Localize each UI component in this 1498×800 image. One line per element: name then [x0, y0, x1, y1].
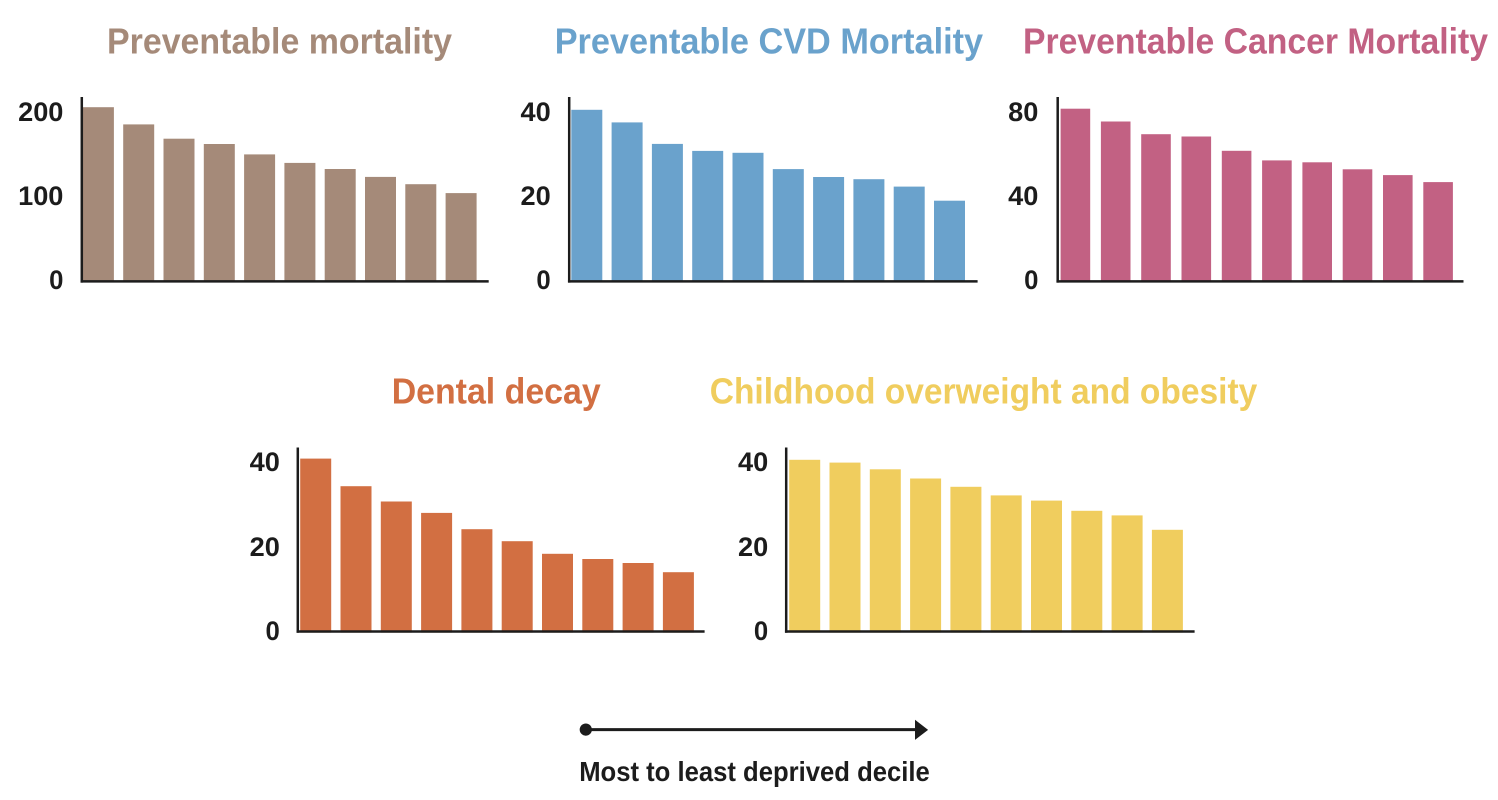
svg-text:40: 40 — [521, 97, 551, 127]
svg-text:0: 0 — [49, 265, 63, 295]
svg-text:Most to least deprived decile: Most to least deprived decile — [579, 756, 930, 787]
svg-text:20: 20 — [738, 532, 768, 562]
svg-text:100: 100 — [18, 181, 63, 211]
svg-text:0: 0 — [754, 616, 768, 646]
svg-text:40: 40 — [1008, 181, 1038, 211]
svg-text:0: 0 — [1024, 265, 1038, 295]
svg-text:Childhood overweight and obesi: Childhood overweight and obesity — [710, 371, 1258, 412]
svg-text:20: 20 — [250, 532, 280, 562]
svg-text:Preventable mortality: Preventable mortality — [107, 21, 452, 62]
svg-text:40: 40 — [250, 447, 280, 477]
svg-text:Dental decay: Dental decay — [392, 371, 601, 412]
svg-text:Preventable CVD Mortality: Preventable CVD Mortality — [555, 21, 983, 62]
svg-text:0: 0 — [266, 616, 280, 646]
svg-text:40: 40 — [738, 447, 768, 477]
svg-text:20: 20 — [521, 181, 551, 211]
svg-text:200: 200 — [18, 97, 63, 127]
svg-text:0: 0 — [536, 265, 550, 295]
svg-text:Preventable Cancer Mortality: Preventable Cancer Mortality — [1023, 21, 1488, 62]
svg-text:80: 80 — [1008, 97, 1038, 127]
